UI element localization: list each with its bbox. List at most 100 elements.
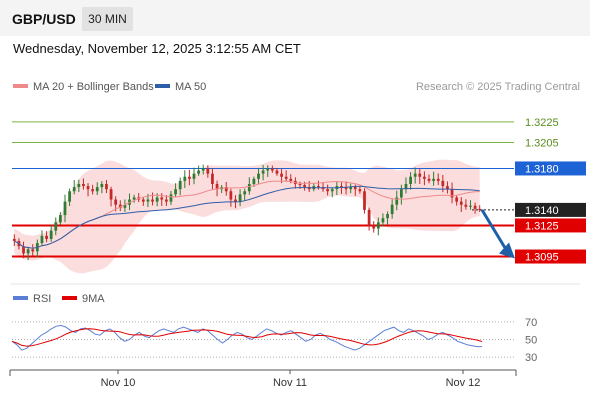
candle-body <box>229 191 233 200</box>
candle-body <box>459 201 463 205</box>
x-tick-label: Nov 10 <box>101 377 136 389</box>
candle-body <box>247 184 251 192</box>
candle-body <box>455 197 459 202</box>
candle-body <box>178 180 182 190</box>
ma50-legend-label: MA 50 <box>175 81 206 93</box>
candle-body <box>22 246 25 254</box>
bollinger-band-area <box>14 159 480 274</box>
level-label-bg-support <box>515 218 586 233</box>
rsi-level-label: 70 <box>525 317 537 329</box>
candle-body <box>349 187 353 190</box>
candle-body <box>132 197 136 200</box>
candle-body <box>367 209 371 226</box>
candle-body <box>340 186 343 188</box>
candle-body <box>303 185 306 188</box>
ma50-line <box>14 185 480 249</box>
candle-body <box>284 176 288 179</box>
candle-body <box>114 199 118 205</box>
level-label-bg-support <box>515 249 586 264</box>
candle-body <box>82 184 85 187</box>
candle-body <box>386 214 389 219</box>
candle-body <box>326 189 330 192</box>
candle-body <box>49 230 53 239</box>
candle-body <box>266 168 270 171</box>
x-axis: Nov 10 Nov 11 Nov 12 <box>9 369 517 389</box>
candle-body <box>72 187 76 192</box>
forecast-arrow-head <box>499 242 515 259</box>
candles <box>12 164 482 261</box>
candle-body <box>390 204 394 215</box>
candle-body <box>151 199 154 202</box>
candle-body <box>146 199 150 202</box>
x-tick-label: Nov 11 <box>273 377 307 389</box>
candle-body <box>261 170 265 174</box>
candle-body <box>413 173 417 177</box>
candle-body <box>404 184 408 190</box>
candle-body <box>298 184 302 186</box>
datetime-label: Wednesday, November 12, 2025 3:12:55 AM … <box>13 41 301 56</box>
candle-body <box>478 208 482 210</box>
level-label-support: 1.3125 <box>525 220 559 232</box>
level-labels: 1.3225 1.3205 1.3180 1.3140 1.3125 1.3095 <box>515 117 586 264</box>
candle-body <box>376 222 380 229</box>
interval-button[interactable]: 30 MIN <box>82 7 133 31</box>
candle-body <box>436 178 440 181</box>
ma20-legend-label: MA 20 + Bollinger Bands <box>33 81 154 93</box>
rsi-line <box>11 324 482 351</box>
candle-body <box>95 187 99 192</box>
candle-body <box>40 235 44 244</box>
candle-body <box>441 180 445 187</box>
candle-body <box>418 173 422 177</box>
candle-body <box>215 184 219 190</box>
candle-body <box>381 218 385 223</box>
level-label-resistance: 1.3225 <box>525 117 559 129</box>
level-label-last: 1.3140 <box>525 205 559 217</box>
level-lines <box>12 121 514 258</box>
candle-body <box>243 191 247 195</box>
rsi-legend-label: RSI <box>33 293 51 305</box>
rsi-level-label: 30 <box>525 352 537 364</box>
ma20-legend-swatch <box>13 84 28 88</box>
candle-body <box>330 189 334 192</box>
moving-averages <box>14 180 480 249</box>
rsi-ma-legend-label: 9MA <box>82 293 105 305</box>
symbol-label: GBP/USD <box>12 11 76 27</box>
candle-body <box>174 189 177 195</box>
candle-body <box>183 176 187 181</box>
candle-body <box>201 168 205 171</box>
candle-body <box>238 194 242 202</box>
candle-body <box>59 215 62 223</box>
candle-body <box>141 199 145 202</box>
candle-body <box>344 187 348 190</box>
candle-body <box>63 201 67 216</box>
rsi-ma-line <box>11 328 483 347</box>
candle-body <box>432 178 435 181</box>
candle-body <box>45 235 48 239</box>
candle-body <box>77 184 81 188</box>
candle-body <box>31 249 35 252</box>
level-label-pivot: 1.3180 <box>525 163 559 175</box>
candle-body <box>164 199 168 202</box>
candle-body <box>169 194 173 202</box>
candle-body <box>372 225 376 229</box>
level-label-bg-pivot <box>515 161 586 176</box>
candle-body <box>423 176 426 179</box>
level-label-support: 1.3095 <box>525 252 559 264</box>
candle-body <box>409 176 412 184</box>
candle-body <box>353 187 357 190</box>
candle-body <box>206 168 210 174</box>
candle-body <box>473 205 477 209</box>
candle-body <box>469 205 472 207</box>
rsi-panel: 70 50 30 <box>10 283 580 364</box>
candle-body <box>109 189 113 200</box>
candle-body <box>188 176 191 179</box>
candle-body <box>280 173 283 177</box>
candle-body <box>275 170 279 174</box>
candle-body <box>68 191 71 202</box>
candle-body <box>446 186 449 190</box>
candle-body <box>155 197 159 202</box>
forecast-arrow-shaft <box>480 209 508 251</box>
candle-body <box>464 204 468 207</box>
rsi-level-label: 50 <box>525 335 537 347</box>
level-label-resistance: 1.3205 <box>525 138 559 150</box>
